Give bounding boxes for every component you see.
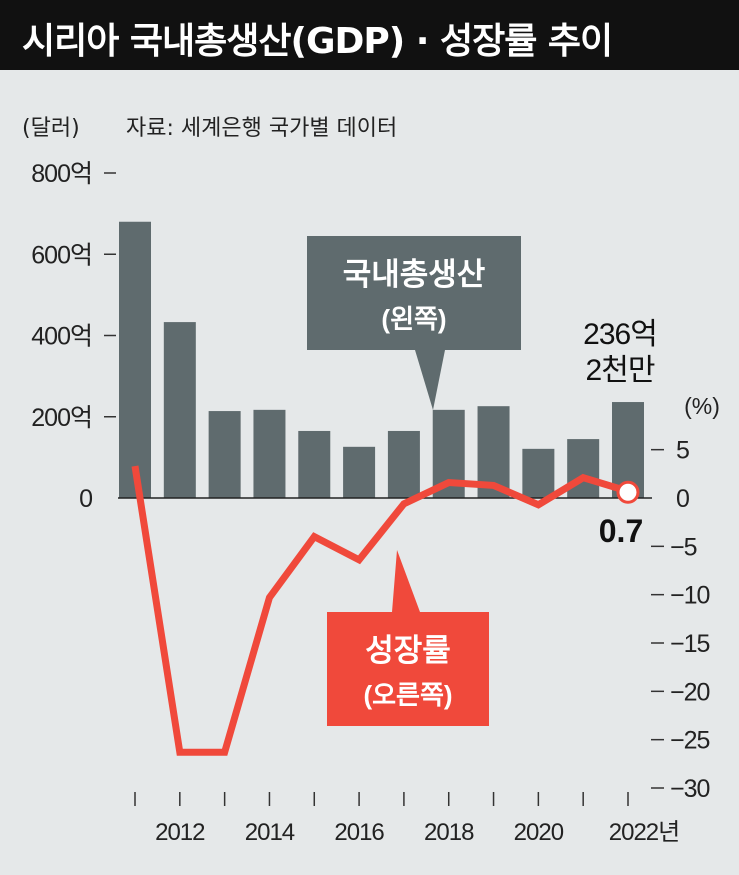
gdp-bar [522,448,555,498]
gdp-bar [163,322,196,498]
left-tick-label: 600억 [31,241,92,269]
left-tick-label: 800억 [31,160,92,188]
gdp-callout-box [307,236,521,410]
right-tick-label: −15 [670,630,710,658]
growth-last-label: 0.7 [599,513,643,549]
growth-line [131,465,630,756]
growth-callout-title: 성장률 [365,633,451,668]
growth-last-point [616,480,640,504]
gdp-bar [208,411,241,498]
source-label: 자료: 세계은행 국가별 데이터 [126,116,398,141]
growth-callout-box [327,550,489,726]
right-tick-label: −10 [670,582,710,610]
x-tick-label: 2016 [334,819,384,846]
gdp-last-label: 236억 [583,318,657,351]
x-tick-label: 2012 [155,819,205,846]
growth-callout-sub: (오른쪽) [363,680,452,710]
gdp-last-label: 2천만 [586,354,655,387]
x-tick-label: 2022년 [609,819,679,846]
title-bar: 시리아 국내총생산(GDP) · 성장률 추이 [0,0,739,70]
gdp-bar [387,430,420,498]
x-tick-label: 2014 [245,819,295,846]
gdp-callout-sub: (왼쪽) [381,304,446,334]
right-tick-label: −25 [670,727,710,755]
right-tick-label: −20 [670,678,710,706]
gdp-bar [567,439,600,498]
right-tick-label: 5 [676,437,689,465]
gdp-callout-title: 국내총생산 [343,257,486,292]
right-axis-label: (%) [684,393,720,419]
x-tick-label: 2020 [514,819,564,846]
gdp-bar [253,409,286,498]
gdp-bar [119,221,151,498]
unit-label: (달러) [22,116,80,141]
right-tick-label: 0 [676,485,689,513]
chart-title: 시리아 국내총생산(GDP) · 성장률 추이 [22,21,613,62]
x-tick-label: 2018 [424,819,474,846]
left-tick-label: 0 [79,485,92,513]
right-tick-label: −30 [670,775,710,803]
right-tick-label: −5 [670,533,697,561]
gdp-bar [298,430,331,498]
left-tick-label: 400억 [31,323,92,351]
left-tick-label: 200억 [31,404,92,432]
gdp-bar [343,446,376,498]
